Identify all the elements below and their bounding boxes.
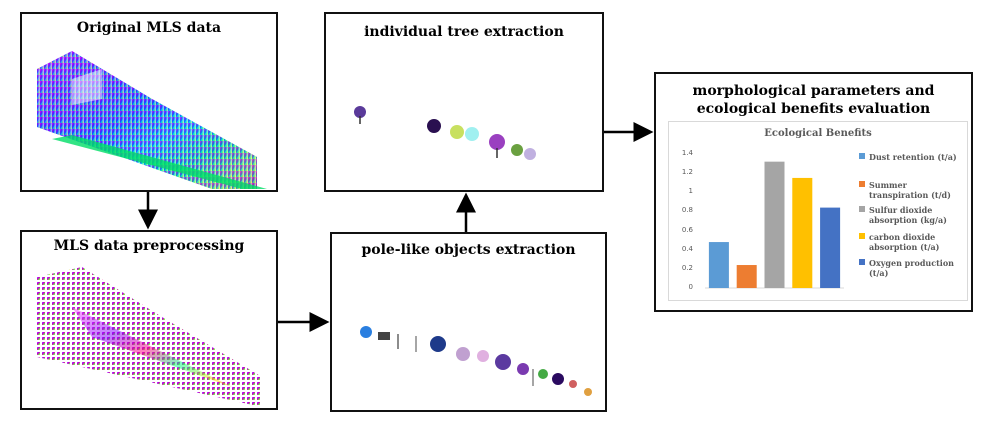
node-original-label: Original MLS data <box>76 20 222 36</box>
y-tick-label: 0.6 <box>681 225 693 234</box>
node-pole-label: pole-like objects extraction <box>361 242 576 258</box>
legend-swatch <box>859 233 865 239</box>
legend-label: Sulfur dioxide absorption (kg/a) <box>869 205 947 225</box>
node-pole-like-objects-extraction: pole-like objects extraction <box>330 232 607 412</box>
node-original-mls-data: Original MLS data <box>20 12 278 192</box>
y-tick-label: 0.4 <box>681 244 693 253</box>
node-mls-data-preprocessing: MLS data preprocessing <box>20 230 278 410</box>
y-tick-label: 1 <box>688 187 693 196</box>
node-tree-label: individual tree extraction <box>364 24 564 40</box>
individual-trees-image <box>354 106 536 160</box>
chart-bars <box>705 161 844 289</box>
y-tick-label: 0.8 <box>681 206 693 215</box>
y-tick-label: 1.4 <box>681 149 693 157</box>
y-tick-label: 1.2 <box>681 168 693 177</box>
legend-label: Oxygen production (t/a) <box>869 258 954 278</box>
point-cloud-original-image <box>37 51 267 189</box>
bar-3 <box>792 177 813 288</box>
legend-label: carbon dioxide absorption (t/a) <box>869 232 940 252</box>
bar-1 <box>736 265 757 288</box>
legend-label: Summer transpiration (t/d) <box>869 180 951 200</box>
node-evaluation: morphological parameters and ecological … <box>654 72 973 312</box>
legend-swatch <box>859 181 865 187</box>
ecological-benefits-chart: Ecological Benefits 0 0.2 0.4 0.6 0.8 1 1.2 1.4… <box>668 121 968 301</box>
pole-objects-image <box>360 326 592 396</box>
chart-title: Ecological Benefits <box>764 128 872 139</box>
legend-swatch <box>859 206 865 212</box>
legend-swatch <box>859 259 865 265</box>
bar-2 <box>764 161 785 288</box>
y-tick-label: 0.2 <box>681 263 693 272</box>
y-tick-label: 0 <box>688 283 693 291</box>
bar-0 <box>708 242 729 288</box>
legend-label: Dust retention (t/a) <box>869 152 957 162</box>
node-individual-tree-extraction: individual tree extraction <box>324 12 604 192</box>
node-preprocessing-label: MLS data preprocessing <box>53 238 245 254</box>
bar-4 <box>820 207 841 288</box>
legend-swatch <box>859 153 865 159</box>
node-eval-label: morphological parameters and ecological … <box>692 83 935 117</box>
point-cloud-preprocessed-image <box>37 267 262 407</box>
